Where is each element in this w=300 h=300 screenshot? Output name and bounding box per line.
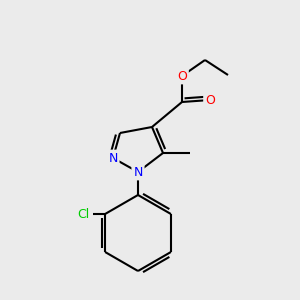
Text: N: N [108,152,118,164]
Text: O: O [177,70,187,83]
Text: N: N [133,166,143,178]
Text: Cl: Cl [77,208,89,220]
Text: O: O [205,94,215,106]
